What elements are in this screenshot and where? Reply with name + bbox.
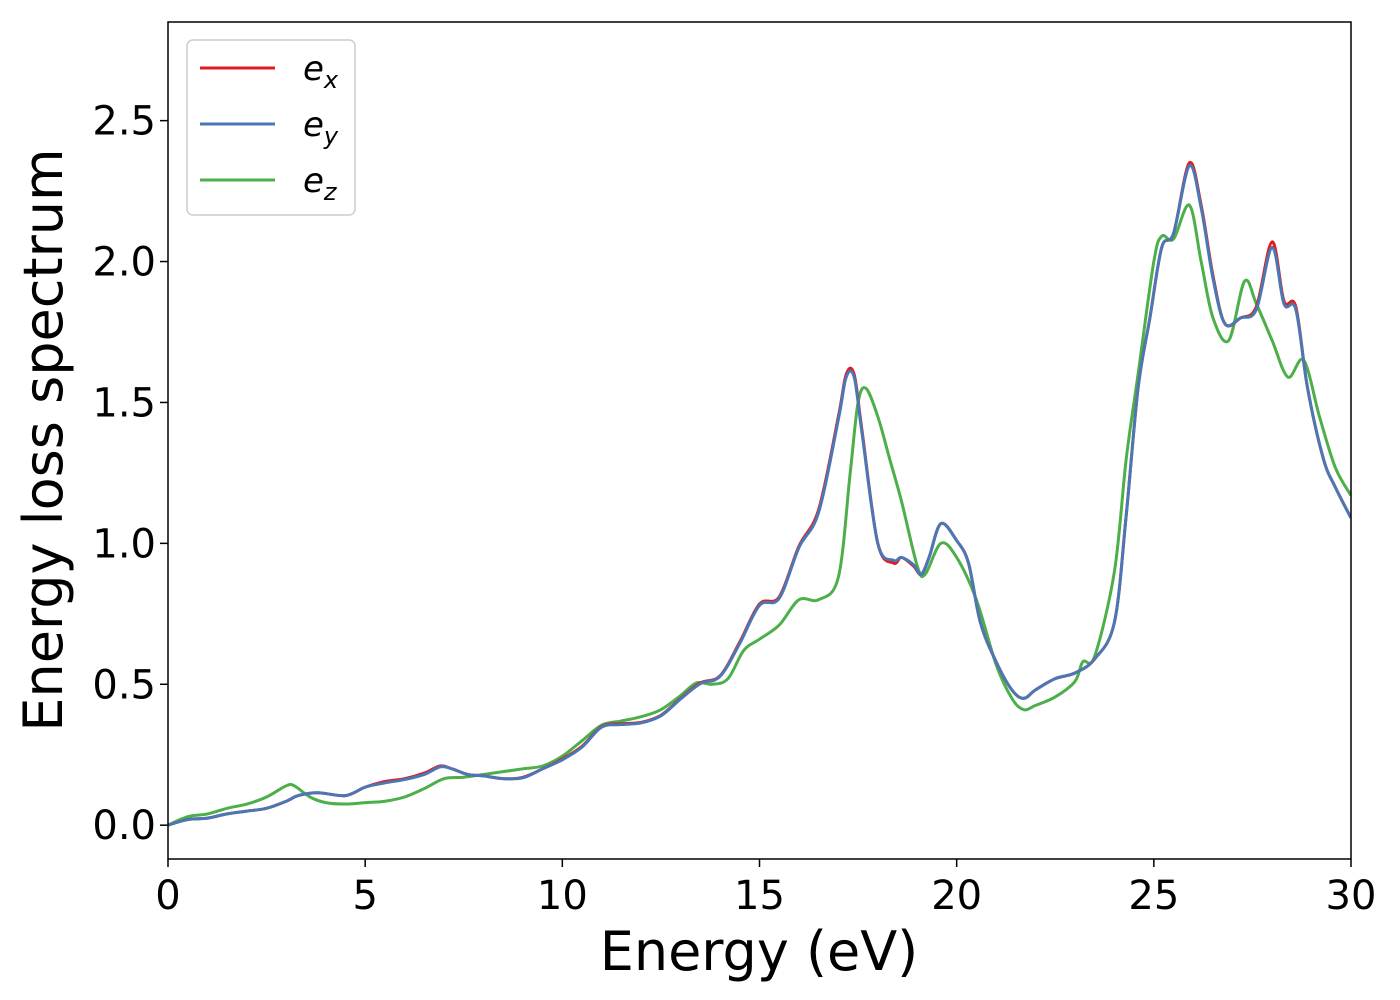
y-axis: 0.0 0.5 1.0 1.5 2.0 2.5: [92, 99, 168, 849]
y-tick-label: 0.0: [92, 803, 156, 849]
legend-label-ez: ez: [303, 161, 338, 206]
y-tick-label: 1.0: [92, 521, 156, 567]
legend: ex ey ez: [186, 39, 356, 216]
x-tick-label: 25: [1128, 873, 1179, 919]
x-tick-label: 10: [537, 873, 588, 919]
y-tick-label: 0.5: [92, 662, 156, 708]
x-axis-title: Energy (eV): [600, 920, 919, 983]
x-tick-label: 30: [1326, 873, 1377, 919]
legend-label-ey: ey: [303, 105, 339, 150]
series-layer: [168, 161, 1351, 827]
x-tick-label: 0: [155, 873, 180, 919]
y-tick-label: 2.0: [92, 240, 156, 286]
x-tick-label: 5: [352, 873, 377, 919]
series-line-ey: [168, 164, 1351, 827]
y-tick-label: 2.5: [92, 99, 156, 145]
x-tick-label: 20: [931, 873, 982, 919]
x-axis: 0 5 10 15 20 25 30: [155, 859, 1376, 919]
legend-box: [186, 39, 356, 216]
x-tick-label: 15: [734, 873, 785, 919]
legend-label-ex: ex: [303, 49, 339, 94]
y-axis-title: Energy loss spectrum: [12, 148, 75, 731]
y-tick-label: 1.5: [92, 380, 156, 426]
